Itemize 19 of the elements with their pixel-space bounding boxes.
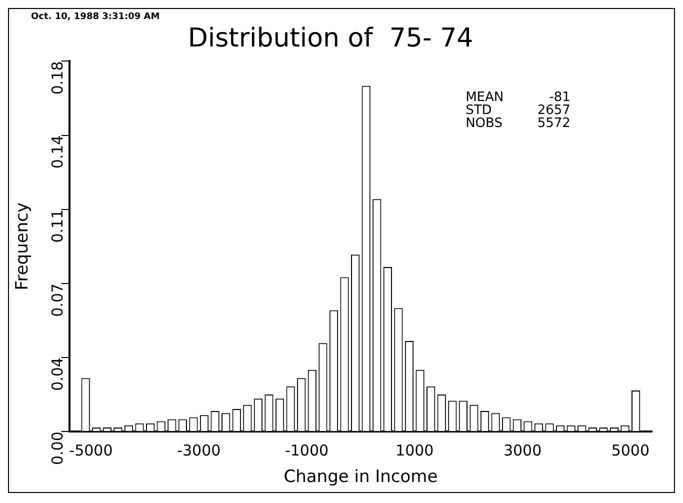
x-axis-title: Change in Income [284,467,438,488]
text: STD 2657 [466,103,570,118]
text: MEAN -81 [466,90,570,106]
x-tick-label: 1000 [396,441,434,460]
text: NOBS 5572 [466,116,570,132]
x-tick-label: -1000 [284,441,329,460]
chart-title: Distribution of 75- 74 [188,23,474,54]
y-tick-label: 0.07 [48,283,66,317]
y-tick-label: 0.14 [48,135,66,169]
x-tick-label: 3000 [503,441,542,460]
y-tick-label: 0.04 [48,358,66,391]
text: Oct. 10, 1988 3:31:09 AM [30,11,161,24]
x-tick-label: 5000 [611,441,650,460]
x-tick-label: -5000 [69,441,113,460]
y-axis-title: Frequency [12,202,33,290]
y-tick-label: 0.18 [48,61,66,95]
y-tick-label: 0.11 [48,209,66,243]
y-tick-label: 0.00 [48,432,66,466]
x-tick-label: -3000 [177,441,221,460]
